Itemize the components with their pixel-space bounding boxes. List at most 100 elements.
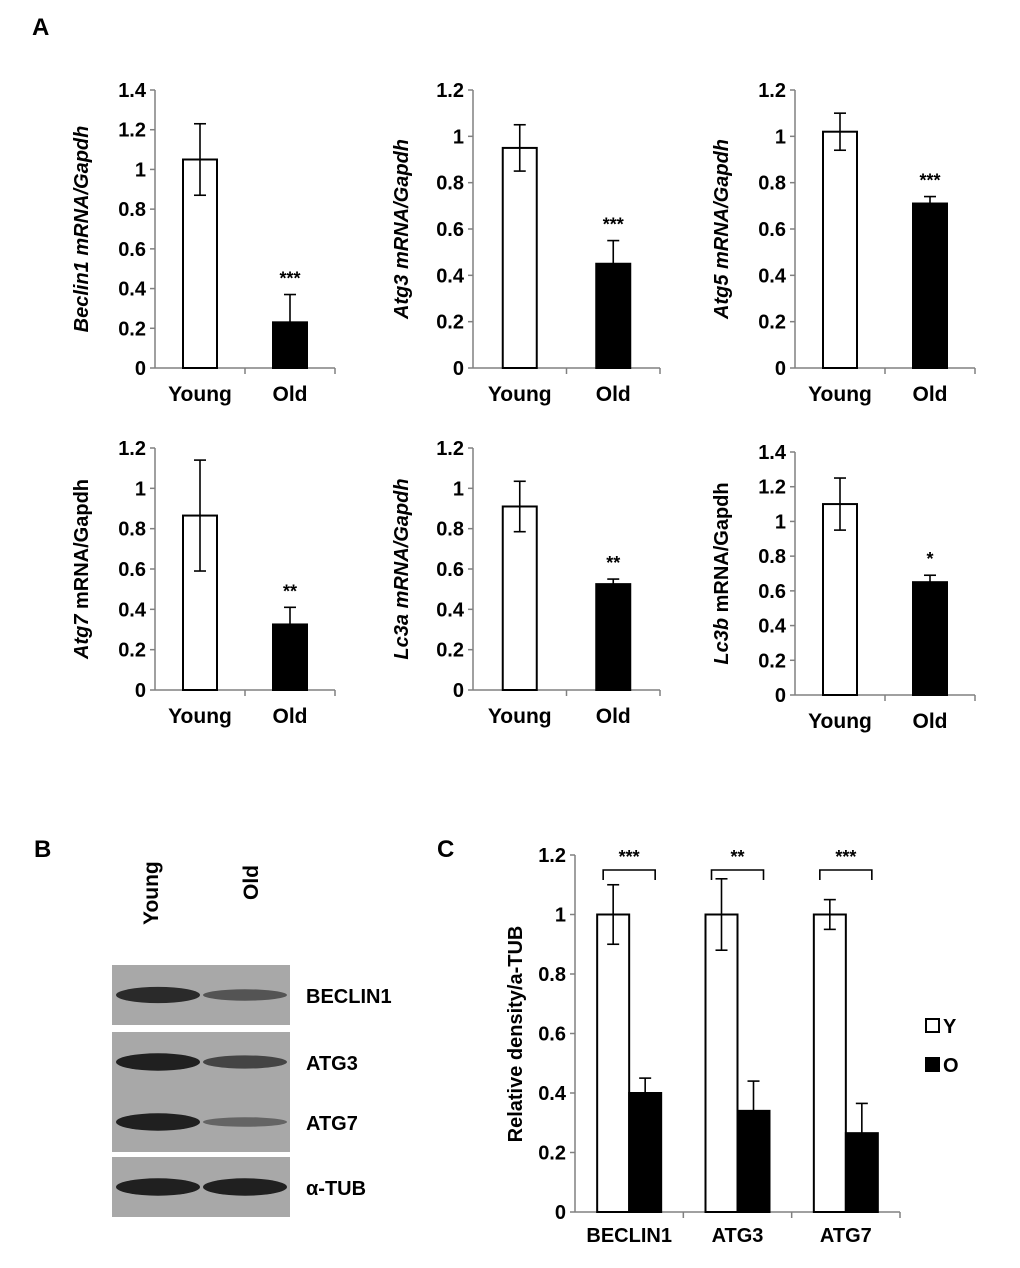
y-axis-label-italic: Lc3a mRNA/Gapdh (391, 478, 413, 659)
legend-swatch-y (925, 1018, 940, 1033)
y-tick-label: 1 (453, 478, 464, 500)
y-tick-label: 0.4 (538, 1083, 567, 1105)
blot-row-label: ATG3 (306, 1053, 358, 1075)
y-tick-label: 0 (135, 358, 146, 380)
y-tick-label: 0.4 (758, 616, 787, 638)
y-tick-label: 1.2 (436, 80, 464, 102)
y-tick-label: 0.4 (118, 279, 147, 301)
y-tick-label: 0 (453, 358, 464, 380)
significance-bracket (710, 869, 765, 880)
significance-bracket (819, 869, 873, 880)
panel-label-b: B (34, 836, 52, 863)
significance-marker: *** (919, 171, 940, 191)
x-category-label: Young (488, 383, 552, 406)
grouped-bar-chart: 0 0.2 0.4 0.6 0.8 1 1.2 *** BECLIN1 ** ATG3 *** ATG7… (505, 845, 959, 1247)
y-tick-label: 1 (135, 478, 146, 500)
y-axis-label: Beclin1 mRNA/Gapdh (71, 126, 93, 333)
protein-band (116, 986, 200, 1004)
y-tick-label: 1 (775, 511, 786, 533)
protein-band (203, 989, 287, 1001)
protein-band (116, 1053, 200, 1071)
bar-old (272, 623, 308, 691)
significance-marker: *** (835, 847, 856, 867)
y-tick-label: 0.2 (538, 1143, 566, 1165)
panel-label-a: A (32, 14, 50, 41)
y-axis-label-plain: mRNA/Gapdh (711, 482, 733, 618)
bar-atg7-y (812, 913, 847, 1213)
y-tick-label: 1.2 (758, 477, 786, 499)
bar-old (272, 321, 308, 370)
y-axis-label-italic: Atg7 (71, 614, 93, 660)
y-tick-label: 0 (453, 680, 464, 702)
significance-marker: ** (283, 581, 297, 601)
y-tick-label: 0 (775, 685, 786, 707)
y-tick-label: 0.8 (118, 519, 146, 541)
legend-label-y: Y (943, 1016, 957, 1038)
bar-young (501, 146, 538, 369)
x-category-label: Old (596, 383, 631, 406)
significance-marker: *** (603, 215, 624, 235)
x-category-label: Young (488, 705, 552, 728)
y-tick-label: 0.6 (118, 239, 146, 261)
y-tick-label: 0.4 (436, 599, 465, 621)
y-tick-label: 1.2 (118, 438, 146, 460)
lane-label-young: Young (140, 861, 163, 925)
bar-beclin1-o (628, 1092, 663, 1213)
x-category-label: Young (168, 705, 232, 728)
y-tick-label: 0 (135, 680, 146, 702)
y-tick-label: 0.6 (758, 219, 786, 241)
y-axis-label: Relative density/a-TUB (505, 926, 527, 1143)
y-tick-label: 1 (555, 905, 566, 927)
x-category-label: ATG3 (712, 1225, 764, 1247)
y-axis-label-italic: Atg3 mRNA/Gapdh (391, 139, 413, 320)
y-axis-label-italic: Beclin1 mRNA/Gapdh (71, 126, 93, 333)
y-axis-label: Lc3b mRNA/Gapdh (711, 482, 733, 664)
bar-chart-2: 0 0.2 0.4 0.6 0.8 1 1.2 Young *** Old Atg3 mRNA/Ga… (391, 80, 661, 406)
significance-marker: ** (606, 553, 620, 573)
bar-chart-6: 0 0.2 0.4 0.6 0.8 1 1.2 1.4 Young * Old Lc3b mRNA/G… (711, 442, 976, 733)
bar-atg7-o (844, 1132, 879, 1213)
y-tick-label: 0.6 (436, 559, 464, 581)
bar-atg3-o (736, 1109, 771, 1213)
lane-label-old: Old (240, 865, 263, 900)
bar-chart-3: 0 0.2 0.4 0.6 0.8 1 1.2 Young *** Old Atg5 mRNA/Ga… (711, 80, 976, 406)
bar-atg3-y (704, 913, 739, 1213)
protein-band (116, 1113, 200, 1131)
bar-young (822, 130, 858, 369)
x-category-label: Old (273, 383, 308, 406)
blot-row-label: ATG7 (306, 1113, 358, 1135)
y-axis-label: Atg5 mRNA/Gapdh (711, 139, 733, 320)
y-axis-label: Atg3 mRNA/Gapdh (391, 139, 413, 320)
y-tick-label: 1.2 (538, 845, 566, 867)
y-tick-label: 0.8 (538, 964, 566, 986)
y-tick-label: 0.4 (118, 599, 147, 621)
legend-label-o: O (943, 1055, 959, 1077)
y-tick-label: 0.6 (118, 559, 146, 581)
y-tick-label: 0.2 (118, 318, 146, 340)
bar-young (822, 503, 858, 697)
significance-bracket (602, 869, 656, 880)
y-tick-label: 0.8 (436, 173, 464, 195)
y-tick-label: 0.6 (538, 1024, 566, 1046)
bar-chart-5: 0 0.2 0.4 0.6 0.8 1 1.2 Young ** Old Lc3a mRNA/Gap… (391, 438, 661, 728)
y-axis-label: Lc3a mRNA/Gapdh (391, 478, 413, 659)
significance-marker: ** (730, 847, 744, 867)
bar-old (595, 262, 632, 369)
y-axis-label-italic: Lc3b (711, 618, 733, 665)
y-tick-label: 0.2 (758, 312, 786, 334)
bar-beclin1-y (596, 913, 631, 1213)
y-tick-label: 0.2 (436, 312, 464, 334)
y-tick-label: 1.4 (758, 442, 787, 464)
y-tick-label: 0.4 (758, 265, 787, 287)
bar-young (501, 505, 538, 691)
y-tick-label: 0.8 (758, 173, 786, 195)
y-tick-label: 0.8 (758, 546, 786, 568)
y-tick-label: 0.2 (118, 640, 146, 662)
bar-old (912, 581, 948, 697)
significance-marker: *** (279, 269, 300, 289)
y-axis-label-italic: Atg5 mRNA/Gapdh (711, 139, 733, 320)
y-tick-label: 1 (775, 126, 786, 148)
significance-marker: *** (619, 847, 640, 867)
protein-band (203, 1055, 287, 1069)
